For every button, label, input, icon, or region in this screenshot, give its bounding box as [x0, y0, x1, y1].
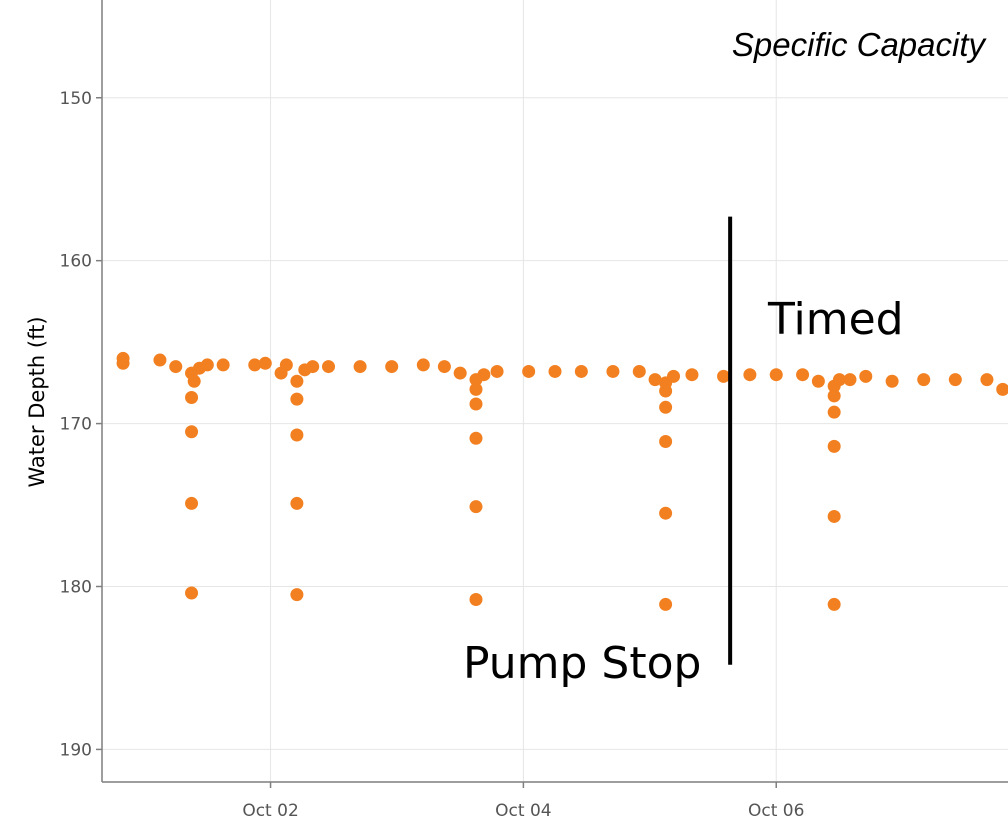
data-point — [187, 374, 201, 388]
data-point — [796, 368, 810, 382]
data-point — [185, 391, 199, 405]
data-point — [606, 364, 620, 378]
data-point — [659, 400, 673, 414]
data-point — [743, 368, 757, 382]
data-point — [469, 500, 483, 514]
data-point — [948, 373, 962, 387]
data-point — [659, 435, 673, 449]
data-point — [437, 360, 451, 374]
data-point — [290, 428, 304, 442]
data-point — [469, 397, 483, 411]
data-point — [980, 373, 994, 387]
plot-grid — [102, 0, 1008, 782]
x-tick-label: Oct 02 — [242, 801, 298, 821]
data-point — [811, 374, 825, 388]
data-point — [522, 364, 536, 378]
data-point — [416, 358, 430, 372]
y-tick-label: 160 — [60, 252, 92, 272]
data-point — [827, 439, 841, 453]
data-point — [169, 360, 183, 374]
data-point — [185, 496, 199, 510]
data-point — [216, 358, 230, 372]
data-point — [453, 366, 467, 380]
data-point — [200, 358, 214, 372]
data-point — [274, 366, 288, 380]
data-point — [659, 384, 673, 398]
data-point — [996, 382, 1008, 396]
data-point — [290, 588, 304, 602]
data-points — [116, 351, 1008, 611]
data-point — [353, 360, 367, 374]
data-point — [659, 597, 673, 611]
data-point — [843, 373, 857, 387]
data-point — [667, 369, 681, 383]
data-point — [490, 364, 504, 378]
data-point — [832, 373, 846, 387]
data-point — [185, 586, 199, 600]
data-point — [469, 382, 483, 396]
data-point — [659, 506, 673, 520]
data-point — [290, 496, 304, 510]
data-point — [885, 374, 899, 388]
chart-title: Specific Capacity — [732, 26, 988, 63]
x-tick-label: Oct 04 — [495, 801, 551, 821]
data-point — [290, 374, 304, 388]
data-point — [116, 356, 130, 370]
data-point — [827, 389, 841, 403]
x-tick-labels: Oct 02 Oct 04 Oct 06 — [242, 782, 804, 821]
data-point — [769, 368, 783, 382]
data-point — [185, 425, 199, 439]
data-point — [469, 431, 483, 445]
data-point — [717, 369, 731, 383]
data-point — [917, 373, 931, 387]
data-point — [477, 368, 491, 382]
data-point — [827, 509, 841, 523]
y-tick-label: 190 — [60, 740, 92, 760]
y-tick-label: 150 — [60, 89, 92, 109]
data-point — [859, 369, 873, 383]
data-point — [322, 360, 335, 374]
data-point — [827, 597, 841, 611]
data-point — [632, 364, 646, 378]
data-point — [290, 392, 304, 406]
data-point — [548, 364, 562, 378]
y-tick-label: 170 — [60, 415, 92, 435]
data-point — [385, 360, 399, 374]
data-point — [469, 593, 483, 607]
data-point — [827, 405, 841, 419]
data-point — [574, 364, 588, 378]
y-tick-label: 180 — [60, 578, 92, 598]
data-point — [258, 356, 272, 370]
data-point — [685, 368, 699, 382]
x-tick-label: Oct 06 — [748, 801, 804, 821]
data-point — [648, 373, 662, 387]
annotation-pump-stop: Pump Stop — [463, 638, 701, 689]
data-point — [248, 358, 262, 372]
annotation-timed: Timed — [767, 294, 904, 345]
y-axis-title: Water Depth (ft) — [25, 316, 49, 487]
data-point — [306, 360, 320, 374]
data-point — [153, 353, 167, 367]
y-tick-labels: 150 160 170 180 190 — [60, 89, 102, 760]
